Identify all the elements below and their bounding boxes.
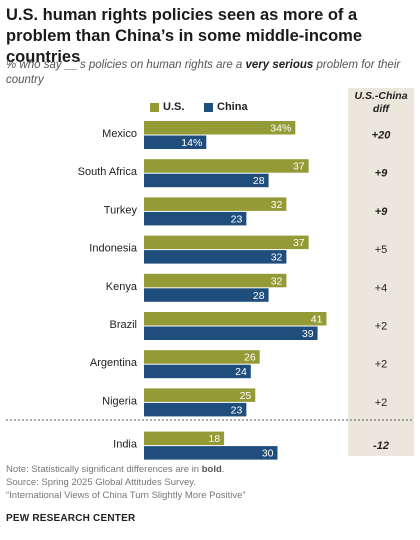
legend-us-swatch [150, 102, 159, 112]
bar-us-mexico [144, 121, 296, 135]
bar-label-china-kenya: 28 [253, 290, 265, 302]
diff-value-indonesia: +5 [375, 244, 388, 256]
bar-china-south-africa [144, 173, 269, 188]
bar-label-us-argentina: 26 [244, 352, 256, 364]
bar-china-nigeria [144, 402, 247, 417]
bar-china-india [144, 446, 278, 460]
bar-label-us-kenya: 32 [271, 275, 283, 287]
bar-label-china-mexico: 14% [181, 137, 202, 149]
brand-logo-text: PEW RESEARCH CENTER [6, 513, 136, 524]
bar-us-indonesia [144, 235, 309, 250]
subtitle-text-start: % who say __’s policies on human rights … [6, 59, 246, 71]
bar-us-argentina [144, 350, 260, 364]
bar-us-india [144, 431, 225, 446]
subtitle-text-end: problem for their country [6, 59, 401, 86]
category-label-india: India [113, 439, 138, 451]
bar-label-us-nigeria: 25 [240, 390, 252, 402]
category-label-nigeria: Nigeria [102, 395, 138, 407]
diff-value-south-africa: +9 [375, 168, 388, 180]
category-label-argentina: Argentina [90, 357, 138, 369]
bar-label-china-turkey: 23 [231, 213, 243, 225]
bar-label-us-south-africa: 37 [293, 161, 305, 173]
footer-report: “International Views of China Turn Sligh… [6, 490, 246, 501]
bar-label-china-indonesia: 32 [271, 252, 283, 264]
legend-china-label: China [217, 101, 248, 113]
footer-note: Note: Statistically significant differen… [6, 463, 246, 476]
footer-note-bold: bold [201, 464, 222, 475]
diff-column-background [348, 88, 414, 456]
bar-label-china-south-africa: 28 [253, 175, 265, 187]
category-label-kenya: Kenya [106, 281, 138, 293]
bar-us-brazil [144, 312, 327, 326]
legend-us-label: U.S. [163, 101, 185, 113]
bar-label-us-indonesia: 37 [293, 237, 305, 249]
bar-us-turkey [144, 197, 287, 211]
bar-china-argentina [144, 364, 251, 379]
footer-source: Source: Spring 2025 Global Attitudes Sur… [6, 477, 196, 488]
bar-label-us-turkey: 32 [271, 199, 283, 211]
bar-us-kenya [144, 273, 287, 288]
bar-label-us-mexico: 34% [270, 123, 291, 135]
bar-label-china-india: 30 [262, 448, 274, 460]
diff-value-argentina: +2 [375, 359, 388, 371]
diff-value-turkey: +9 [375, 206, 388, 218]
bar-label-china-brazil: 39 [302, 328, 314, 340]
bar-china-kenya [144, 288, 269, 302]
bar-china-indonesia [144, 250, 287, 264]
bar-us-south-africa [144, 159, 309, 173]
bar-label-china-nigeria: 23 [231, 404, 243, 416]
diff-value-india: -12 [373, 440, 389, 452]
diff-value-kenya: +4 [375, 282, 388, 294]
bar-label-us-india: 18 [208, 433, 220, 445]
legend-china-swatch [204, 102, 213, 112]
diff-value-mexico: +20 [372, 130, 392, 142]
category-label-indonesia: Indonesia [89, 243, 138, 255]
bar-china-mexico [144, 135, 207, 149]
chart-title: U.S. human rights policies seen as more … [6, 6, 363, 66]
footer-note-start: Note: Statistically significant differen… [6, 464, 202, 475]
legend-china: China [204, 101, 248, 113]
category-label-brazil: Brazil [109, 319, 137, 331]
legend-us: U.S. [150, 101, 184, 113]
bar-label-us-brazil: 41 [311, 314, 323, 326]
footer-note-end: . [221, 464, 225, 475]
subtitle-emphasis: very serious [245, 59, 314, 71]
chart-subtitle: % who say __’s policies on human rights … [6, 58, 401, 88]
bar-china-brazil [144, 326, 318, 340]
category-label-south-africa: South Africa [78, 166, 138, 178]
diff-value-nigeria: +2 [375, 397, 388, 409]
bar-label-china-argentina: 24 [235, 366, 247, 378]
bar-china-turkey [144, 211, 247, 226]
category-label-mexico: Mexico [102, 128, 137, 140]
diff-column-header: U.S.-China diff [354, 90, 408, 115]
chart-footer: Note: Statistically significant differen… [6, 463, 246, 502]
diff-value-brazil: +2 [375, 321, 388, 333]
bar-us-nigeria [144, 388, 256, 402]
category-label-turkey: Turkey [104, 204, 138, 216]
